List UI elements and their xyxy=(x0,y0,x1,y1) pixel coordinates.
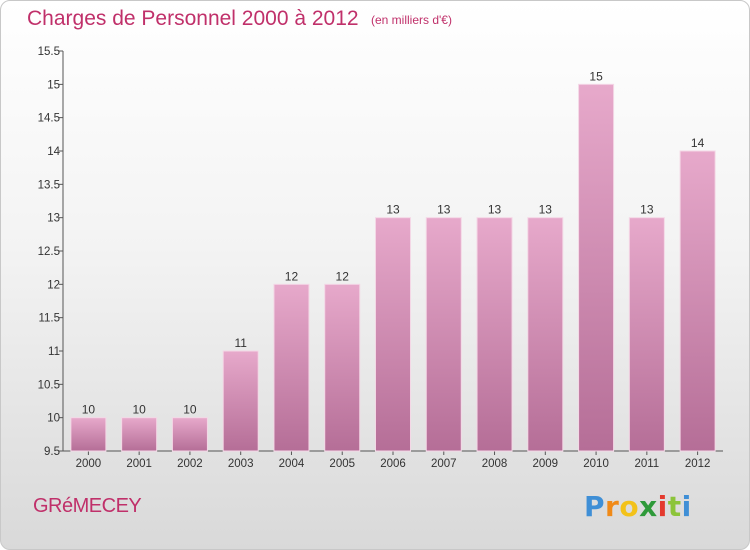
y-tick-label: 13 xyxy=(47,213,60,225)
y-tick-label: 12 xyxy=(47,279,60,291)
proxiti-logo: Proxiti xyxy=(584,490,692,523)
x-tick-label: 2001 xyxy=(126,458,152,470)
bar-value-label: 12 xyxy=(336,269,350,283)
logo-letter: i xyxy=(657,490,668,523)
x-tick-label: 2010 xyxy=(583,458,609,470)
x-tick-label: 2002 xyxy=(177,458,203,470)
bar-2007 xyxy=(425,217,462,452)
logo-letter: P xyxy=(584,490,606,523)
x-tick-label: 2006 xyxy=(380,458,406,470)
bar-2002 xyxy=(171,417,208,452)
y-tick-label: 11.5 xyxy=(38,313,60,325)
logo-letter: t xyxy=(667,490,682,523)
y-tick-label: 11 xyxy=(48,346,60,358)
logo-letter: i xyxy=(681,490,692,523)
bar-2012 xyxy=(679,150,716,452)
y-tick-label: 14 xyxy=(47,146,60,158)
logo-letter: x xyxy=(639,490,658,523)
y-tick-label: 10 xyxy=(47,413,60,425)
x-tick-label: 2000 xyxy=(76,458,102,470)
x-tick-label: 2009 xyxy=(533,458,559,470)
y-tick-label: 13.5 xyxy=(38,179,60,191)
bar-value-label: 15 xyxy=(589,69,603,83)
bar-value-label: 10 xyxy=(82,403,96,417)
y-tick-label: 10.5 xyxy=(38,379,60,391)
bar-2009 xyxy=(527,217,564,452)
bar-value-label: 13 xyxy=(386,203,400,217)
x-tick-label: 2008 xyxy=(482,458,508,470)
x-tick-label: 2003 xyxy=(228,458,254,470)
x-tick-label: 2005 xyxy=(329,458,355,470)
chart-subtitle: (en milliers d'€) xyxy=(371,13,452,27)
y-tick-label: 15.5 xyxy=(38,46,60,58)
bar-value-label: 13 xyxy=(437,203,451,217)
bar-2011 xyxy=(628,217,665,452)
bar-2005 xyxy=(324,283,361,452)
bar-value-label: 13 xyxy=(640,203,654,217)
commune-name: GRéMECEY xyxy=(33,495,142,517)
bar-value-label: 14 xyxy=(691,136,705,150)
bar-value-label: 10 xyxy=(132,403,146,417)
x-tick-label: 2012 xyxy=(685,458,711,470)
bar-2001 xyxy=(121,417,158,452)
chart-title: Charges de Personnel 2000 à 2012 xyxy=(27,7,359,30)
y-tick-label: 14.5 xyxy=(38,113,60,125)
x-tick-label: 2007 xyxy=(431,458,457,470)
bar-value-label: 11 xyxy=(234,336,247,350)
bar-2008 xyxy=(476,217,513,452)
bar-2004 xyxy=(273,283,310,452)
bar-2000 xyxy=(70,417,107,452)
logo-letter: o xyxy=(619,490,640,523)
logo-letter: r xyxy=(605,490,620,523)
bar-2010 xyxy=(578,83,615,452)
bar-value-label: 13 xyxy=(488,203,502,217)
y-tick-label: 9.5 xyxy=(44,446,60,458)
bar-value-label: 10 xyxy=(183,403,197,417)
y-tick-label: 12.5 xyxy=(38,246,60,258)
x-tick-label: 2011 xyxy=(634,458,659,470)
bar-value-label: 13 xyxy=(539,203,553,217)
x-tick-label: 2004 xyxy=(279,458,305,470)
bar-2003 xyxy=(222,350,259,452)
bar-value-label: 12 xyxy=(285,269,299,283)
y-tick-label: 15 xyxy=(47,79,60,91)
bar-2006 xyxy=(375,217,411,452)
